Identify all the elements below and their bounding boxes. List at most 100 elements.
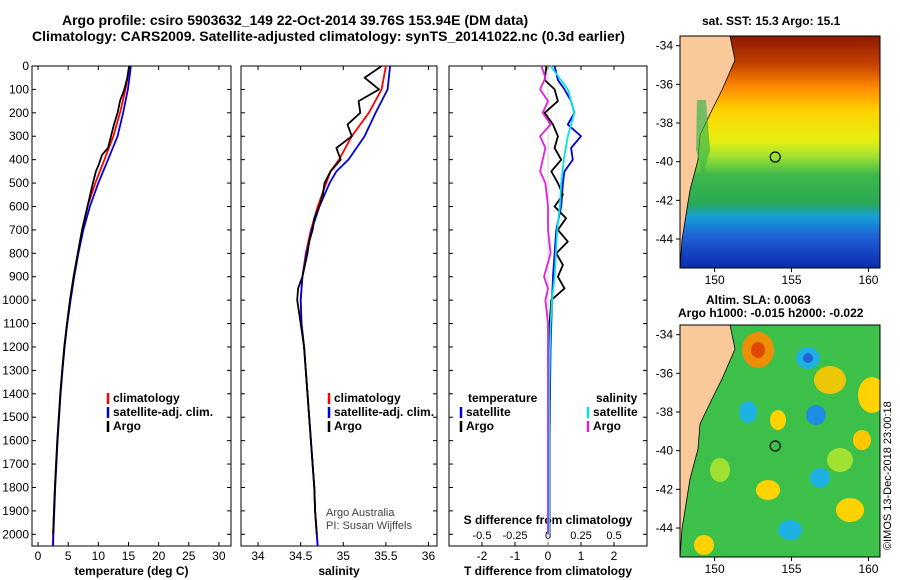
- lat-tick-label: -38: [656, 116, 674, 130]
- y-tick-label: 400: [9, 153, 29, 167]
- x-tick-label: 0: [35, 549, 42, 563]
- lat-tick-label: -42: [656, 482, 674, 496]
- sst-float-marker: [769, 151, 781, 163]
- panel-salinity: 34 34.5 35 35.5 36 salinity: [240, 65, 438, 578]
- lat-tick-label: -36: [656, 77, 674, 91]
- y-tick-label: 1800: [2, 480, 29, 494]
- lat-tick-label: -42: [656, 193, 674, 207]
- timestamp-stamp: ©IMOS 13-Dec-2018 23:00:18: [882, 401, 894, 550]
- legend-label: satellite: [593, 405, 638, 419]
- series-line-t-satellite: [548, 65, 582, 535]
- series-line-s-argo: [539, 65, 552, 535]
- y-tick-label: 0: [22, 59, 29, 73]
- lat-tick-label: -40: [656, 444, 674, 458]
- x2-tick-label: -0.5: [473, 530, 492, 542]
- y-tick-label: 1400: [2, 387, 29, 401]
- y-tick-label: 1000: [2, 293, 29, 307]
- x-tick-label: 35.5: [374, 549, 398, 563]
- x-tick-label: 15: [122, 549, 136, 563]
- x-tick-label: -1: [510, 549, 521, 563]
- x-tick-label: 35: [337, 549, 351, 563]
- sla-map: [679, 324, 881, 558]
- legend-label: satellite: [466, 405, 511, 419]
- x-tick-label: 34: [251, 549, 265, 563]
- series-line-s-satellite: [548, 65, 576, 535]
- lon-tick-label: 155: [782, 562, 802, 576]
- panel-frame: [31, 65, 232, 547]
- legend-label: Argo: [593, 419, 621, 433]
- legend-label: climatology: [334, 391, 401, 405]
- lon-tick-label: 150: [705, 562, 725, 576]
- x-tick-label: 10: [92, 549, 106, 563]
- lat-tick-label: -34: [656, 328, 674, 342]
- lon-tick-label: 150: [705, 273, 725, 287]
- x2-tick-label: 0.25: [570, 530, 591, 542]
- y-tick-label: 300: [9, 129, 29, 143]
- x-axis-label: T difference from climatology: [464, 564, 632, 578]
- legend-label: Argo: [466, 419, 494, 433]
- y-tick-label: 1500: [2, 410, 29, 424]
- legend-label: satellite-adj. clim.: [113, 405, 213, 419]
- y-tick-label: 200: [9, 106, 29, 120]
- y-tick-label: 900: [9, 270, 29, 284]
- sla-map-frame: [679, 324, 881, 558]
- lat-tick-label: -38: [656, 405, 674, 419]
- series-line-climatology: [51, 65, 131, 547]
- x-tick-label: -2: [477, 549, 488, 563]
- y-tick-label: 600: [9, 199, 29, 213]
- legend-label: Argo: [113, 419, 141, 433]
- sla-map-title-1: Altim. SLA: 0.0063: [706, 293, 811, 307]
- y-tick-label: 1900: [2, 504, 29, 518]
- lat-tick-label: -44: [656, 521, 674, 535]
- credit-pi: PI: Susan Wijffels: [326, 520, 412, 532]
- series-line-argo: [52, 65, 130, 535]
- lat-tick-label: -40: [656, 155, 674, 169]
- y-tick-label: 1300: [2, 363, 29, 377]
- lat-tick-label: -34: [656, 39, 674, 53]
- legend-label: climatology: [113, 391, 180, 405]
- panel-temperature: 0100200300400500600700800900100011001200…: [2, 59, 232, 578]
- x-tick-label: 25: [182, 549, 196, 563]
- x-tick-label: 0: [545, 549, 552, 563]
- x-tick-label: 30: [212, 549, 226, 563]
- lat-tick-label: -36: [656, 366, 674, 380]
- x-axis-label: temperature (deg C): [74, 564, 188, 578]
- x2-tick-label: 0.5: [606, 530, 621, 542]
- series-line-argo: [296, 65, 383, 535]
- x-tick-label: 20: [152, 549, 166, 563]
- legend-label: Argo: [334, 419, 362, 433]
- x-tick-label: 2: [611, 549, 618, 563]
- x-axis-label: salinity: [318, 564, 360, 578]
- sla-map-title-2: Argo h1000: -0.015 h2000: -0.022: [678, 306, 864, 320]
- y-tick-label: 1600: [2, 434, 29, 448]
- x-tick-label: 34.5: [289, 549, 313, 563]
- title-line-2: Climatology: CARS2009. Satellite-adjuste…: [32, 28, 625, 44]
- sla-float-marker: [769, 440, 781, 452]
- legend-title-temperature: temperature: [468, 391, 538, 405]
- panel-difference: -2 -1 0 1 2T difference from climatology -0.5…: [448, 65, 648, 578]
- legend-label: satellite-adj. clim.: [334, 405, 434, 419]
- lon-tick-label: 155: [782, 273, 802, 287]
- lon-tick-label: 160: [858, 562, 878, 576]
- y-tick-label: 500: [9, 176, 29, 190]
- x-tick-label: 1: [578, 549, 585, 563]
- series-line-satellite-adj-clim-: [52, 65, 132, 547]
- y-tick-label: 1700: [2, 457, 29, 471]
- sla-land: [680, 325, 736, 557]
- y-tick-label: 700: [9, 223, 29, 237]
- panel-frame: [240, 65, 438, 547]
- lat-tick-label: -44: [656, 232, 674, 246]
- lon-tick-label: 160: [858, 273, 878, 287]
- x2-tick-label: -0.25: [502, 530, 527, 542]
- x-tick-label: 36: [422, 549, 436, 563]
- y-tick-label: 1100: [3, 317, 29, 331]
- y-tick-label: 800: [9, 246, 29, 260]
- credit-institution: Argo Australia: [326, 507, 395, 519]
- y-tick-label: 2000: [2, 527, 29, 541]
- legend-title-salinity: salinity: [596, 391, 638, 405]
- y-tick-label: 1200: [2, 340, 29, 354]
- y-tick-label: 100: [9, 82, 29, 96]
- x-tick-label: 5: [65, 549, 72, 563]
- sst-coastal-patch: [696, 100, 710, 175]
